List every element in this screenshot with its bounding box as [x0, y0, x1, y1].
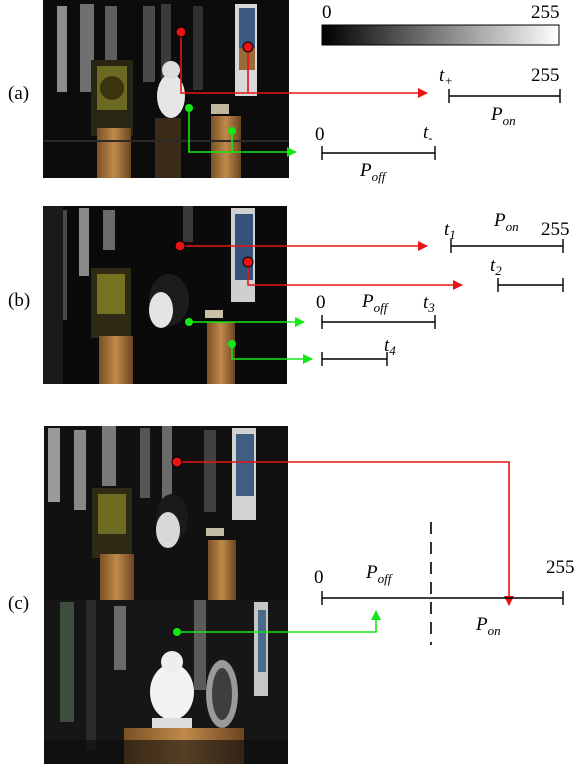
colorbar-min-label: 0 — [322, 2, 332, 23]
colorbar: 0 255 — [321, 2, 560, 46]
photo-panel-b — [43, 206, 287, 384]
axis-start-label-c: 0 — [314, 567, 324, 588]
p-off-label-b: Poff — [361, 291, 390, 315]
dark-connector — [231, 344, 313, 364]
off-start-label-b: 0 — [316, 292, 326, 313]
bright-pixel-marker — [171, 456, 183, 468]
on-end-label-b: 255 — [541, 219, 570, 240]
bright-connector — [247, 262, 463, 290]
dark-connector — [177, 610, 381, 633]
t2-label: t2 — [490, 255, 502, 278]
dark-pixel-marker — [228, 340, 236, 348]
p-off-label-a: Poff — [359, 160, 388, 184]
p-on-label-c: Pon — [475, 614, 501, 638]
photo-panel-c-top — [44, 426, 288, 604]
panel-c-tag: (c) — [8, 593, 29, 614]
panel-b-connectors — [180, 241, 463, 364]
dark-connector — [188, 108, 297, 157]
t4-interval — [321, 352, 388, 366]
t4-label: t4 — [384, 335, 396, 358]
panel-a-tag: (a) — [8, 83, 29, 104]
bright-pixel-marker — [242, 256, 254, 268]
t-minus-label: t- — [423, 122, 433, 145]
bright-pixel-marker — [174, 240, 186, 252]
bright-connector — [180, 32, 428, 98]
dark-pixel-marker — [185, 104, 193, 112]
photo-panel-c-bottom — [44, 600, 288, 764]
p-off-label-c: Poff — [365, 562, 394, 586]
threshold-axis-c — [321, 591, 564, 605]
panel-b-tag: (b) — [8, 290, 30, 311]
bright-connector — [177, 461, 514, 606]
dark-pixel-marker — [185, 318, 193, 326]
on-interval-b — [450, 239, 564, 253]
t-plus-label: t+ — [439, 65, 453, 88]
off-interval-b — [321, 315, 436, 329]
off-interval-a — [321, 146, 436, 160]
colorbar-max-label: 255 — [531, 2, 560, 23]
off-start-label-a: 0 — [315, 124, 325, 145]
dark-pixel-marker — [173, 628, 181, 636]
bright-pixel-marker — [242, 41, 254, 53]
p-on-label-b: Pon — [493, 210, 519, 234]
colorbar-gradient — [321, 24, 560, 46]
t1-label: t1 — [444, 219, 456, 242]
p-on-label-a: Pon — [490, 104, 516, 128]
dark-pixel-marker — [228, 127, 236, 135]
panel-c-connectors — [177, 461, 514, 633]
t3-label: t3 — [423, 292, 435, 315]
bright-pixel-marker — [175, 26, 187, 38]
on-interval-a — [448, 89, 561, 103]
axis-end-label-c: 255 — [546, 557, 575, 578]
on-end-label-a: 255 — [531, 65, 560, 86]
t2-interval — [497, 278, 564, 292]
